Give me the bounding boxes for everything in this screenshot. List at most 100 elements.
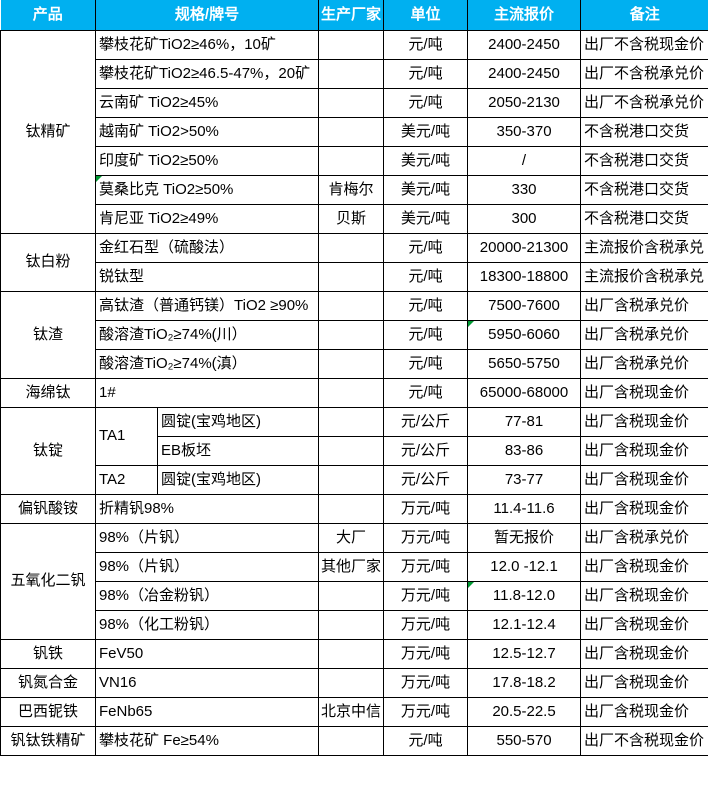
- remark-cell: 不含税港口交货: [580, 203, 708, 234]
- product-cell: 钛锭: [0, 406, 96, 495]
- manufacturer-cell: [318, 493, 385, 524]
- unit-cell: 美元/吨: [383, 116, 469, 147]
- table-row: 酸溶渣TiO₂≥74%(川） 元/吨 5950-6060 出厂含税承兑价: [1, 319, 708, 350]
- price-cell: 11.8-12.0: [467, 580, 582, 611]
- remark-cell: 主流报价含税承兑: [580, 232, 708, 263]
- unit-cell: 万元/吨: [383, 667, 469, 698]
- manufacturer-cell: [318, 638, 385, 669]
- spec-cell: 攀枝花矿 Fe≥54%: [94, 725, 320, 756]
- remark-cell: 出厂不含税承兑价: [580, 58, 708, 89]
- remark-cell: 不含税港口交货: [580, 174, 708, 205]
- price-cell: 83-86: [467, 435, 582, 466]
- product-cell: 钒钛铁精矿: [0, 725, 96, 756]
- manufacturer-cell: 肯梅尔: [318, 174, 385, 205]
- spec-cell: 金红石型（硫酸法）: [94, 232, 320, 263]
- price-cell: 7500-7600: [467, 290, 582, 321]
- spec-cell: 攀枝花矿TiO2≥46%，10矿: [94, 29, 320, 60]
- price-cell: 17.8-18.2: [467, 667, 582, 698]
- spec-cell: 圆锭(宝鸡地区): [156, 464, 320, 495]
- unit-cell: 万元/吨: [383, 609, 469, 640]
- manufacturer-cell: [318, 667, 385, 698]
- product-cell: 钒铁: [0, 638, 96, 669]
- table-row: 巴西铌铁 FeNb65 北京中信 万元/吨 20.5-22.5 出厂含税现金价: [0, 696, 708, 727]
- grade-cell: TA1: [95, 406, 158, 466]
- manufacturer-cell: [318, 232, 385, 263]
- unit-cell: 元/吨: [383, 261, 469, 292]
- price-text: 5950-6060: [488, 325, 560, 343]
- grade-cell: TA2: [95, 464, 158, 495]
- remark-cell: 出厂含税现金价: [580, 377, 708, 408]
- price-cell: 550-570: [467, 725, 582, 756]
- spec-cell: VN16: [94, 667, 320, 698]
- product-cell: 钛精矿: [0, 29, 96, 234]
- product-cell: 钒氮合金: [0, 667, 96, 698]
- spec-cell: 莫桑比克 TiO2≥50%: [94, 174, 320, 205]
- product-cell: 钛渣: [0, 290, 96, 379]
- unit-cell: 美元/吨: [383, 203, 469, 234]
- product-cell: 钛白粉: [0, 232, 96, 292]
- remark-cell: 出厂不含税承兑价: [580, 87, 708, 118]
- product-cell: 海绵钛: [0, 377, 96, 408]
- price-cell: 65000-68000: [467, 377, 582, 408]
- price-cell: 5650-5750: [467, 348, 582, 379]
- price-table: 产品 规格/牌号 生产厂家 单位 主流报价 备注 钛精矿 攀枝花矿TiO2≥46…: [0, 0, 708, 756]
- remark-cell: 出厂含税现金价: [580, 435, 708, 466]
- unit-cell: 元/吨: [383, 377, 469, 408]
- spec-cell: 云南矿 TiO2≥45%: [94, 87, 320, 118]
- table-row: TA2 圆锭(宝鸡地区) 元/公斤 73-77 出厂含税现金价: [1, 464, 708, 495]
- header-remark: 备注: [580, 0, 708, 31]
- price-cell: /: [467, 145, 582, 176]
- product-cell: 偏钒酸铵: [0, 493, 96, 524]
- spec-cell: 1#: [94, 377, 320, 408]
- remark-cell: 不含税港口交货: [580, 116, 708, 147]
- manufacturer-cell: [318, 145, 385, 176]
- header-price: 主流报价: [467, 0, 582, 31]
- manufacturer-cell: [318, 319, 385, 350]
- price-cell: 77-81: [467, 406, 582, 437]
- remark-cell: 出厂含税承兑价: [580, 348, 708, 379]
- manufacturer-cell: [318, 609, 385, 640]
- unit-cell: 元/吨: [383, 58, 469, 89]
- remark-cell: 出厂含税现金价: [580, 667, 708, 698]
- manufacturer-cell: [318, 348, 385, 379]
- price-cell: 20000-21300: [467, 232, 582, 263]
- spec-cell: 折精钒98%: [94, 493, 320, 524]
- table-row: 98%（化工粉钒） 万元/吨 12.1-12.4 出厂含税现金价: [1, 609, 708, 640]
- unit-cell: 元/公斤: [383, 464, 469, 495]
- comment-flag-icon: [468, 321, 475, 327]
- header-product: 产品: [0, 0, 96, 31]
- spec-cell: 越南矿 TiO2>50%: [94, 116, 320, 147]
- price-cell: 2050-2130: [467, 87, 582, 118]
- manufacturer-cell: [318, 406, 385, 437]
- unit-cell: 万元/吨: [383, 696, 469, 727]
- unit-cell: 元/吨: [383, 232, 469, 263]
- price-cell: 暂无报价: [467, 522, 582, 553]
- spec-cell: 98%（片钒）: [94, 551, 320, 582]
- unit-cell: 元/吨: [383, 319, 469, 350]
- unit-cell: 万元/吨: [383, 522, 469, 553]
- unit-cell: 万元/吨: [383, 493, 469, 524]
- price-cell: 18300-18800: [467, 261, 582, 292]
- manufacturer-cell: [318, 377, 385, 408]
- product-cell: 五氧化二钒: [0, 522, 96, 640]
- unit-cell: 元/吨: [383, 290, 469, 321]
- price-cell: 20.5-22.5: [467, 696, 582, 727]
- remark-cell: 出厂含税现金价: [580, 638, 708, 669]
- spec-cell: 印度矿 TiO2≥50%: [94, 145, 320, 176]
- unit-cell: 美元/吨: [383, 174, 469, 205]
- table-row: 钛白粉 金红石型（硫酸法） 元/吨 20000-21300 主流报价含税承兑: [0, 232, 708, 292]
- manufacturer-cell: 贝斯: [318, 203, 385, 234]
- spec-cell: 高钛渣（普通钙镁）TiO2 ≥90%: [94, 290, 320, 321]
- remark-cell: 出厂含税现金价: [580, 609, 708, 640]
- price-cell: 73-77: [467, 464, 582, 495]
- table-row: 印度矿 TiO2≥50% 美元/吨 / 不含税港口交货: [1, 145, 708, 176]
- price-cell: 12.1-12.4: [467, 609, 582, 640]
- table-row: 98%（片钒） 其他厂家 万元/吨 12.0 -12.1 出厂含税现金价: [1, 551, 708, 582]
- spec-cell: EB板坯: [156, 435, 320, 466]
- remark-cell: 出厂含税现金价: [580, 580, 708, 611]
- comment-flag-icon: [96, 176, 102, 182]
- comment-flag-icon: [468, 582, 475, 588]
- price-cell: 350-370: [467, 116, 582, 147]
- manufacturer-cell: [318, 116, 385, 147]
